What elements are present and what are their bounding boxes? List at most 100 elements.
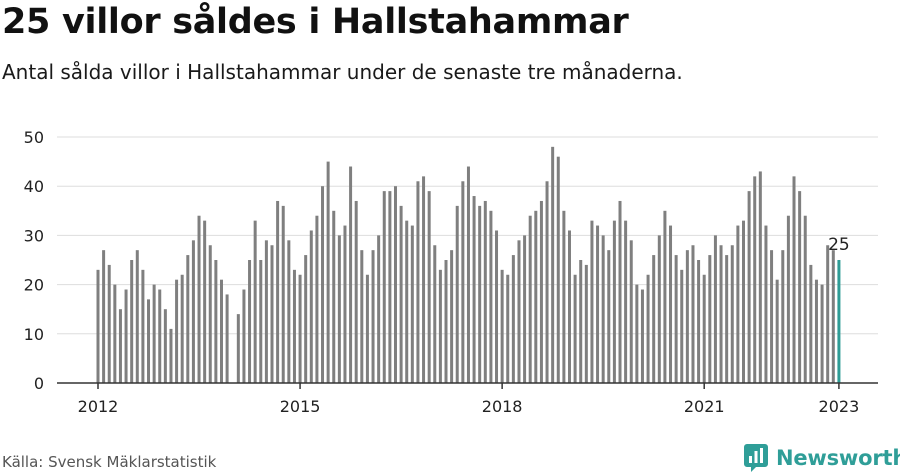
bar	[461, 181, 465, 383]
bar	[433, 245, 437, 383]
bar	[264, 240, 268, 383]
bar	[646, 274, 650, 383]
bar	[248, 260, 252, 383]
bar	[163, 309, 167, 383]
bar	[691, 245, 695, 383]
brand-name: Newsworthy	[776, 446, 900, 470]
bar	[725, 255, 729, 383]
bar	[478, 205, 482, 383]
bar	[674, 255, 678, 383]
bar	[798, 191, 802, 383]
y-tick-label: 50	[24, 128, 44, 147]
bar	[107, 264, 111, 383]
bar	[130, 260, 134, 383]
last-value-label: 25	[828, 235, 850, 255]
bar	[517, 240, 521, 383]
brand-logo[interactable]: Newsworthy	[744, 443, 900, 473]
bar	[669, 225, 673, 383]
bar	[607, 250, 611, 383]
bar	[472, 196, 476, 383]
bar	[579, 260, 583, 383]
bar	[556, 156, 560, 383]
bar	[612, 220, 616, 383]
bar	[382, 191, 386, 383]
bar	[197, 215, 201, 383]
y-tick-label: 10	[24, 325, 44, 344]
bar	[562, 210, 566, 383]
bar	[236, 314, 240, 383]
bar	[292, 269, 296, 383]
bar	[831, 250, 835, 383]
bar	[775, 279, 779, 383]
bar	[809, 264, 813, 383]
bar	[309, 230, 313, 383]
bar	[601, 235, 605, 383]
bar	[399, 205, 403, 383]
bar	[135, 250, 139, 383]
bar	[444, 260, 448, 383]
bar	[534, 210, 538, 383]
x-tick-label: 2012	[78, 397, 119, 416]
bar	[624, 220, 628, 383]
bar	[96, 269, 100, 383]
bar	[792, 176, 796, 383]
bar	[618, 200, 622, 383]
bar	[337, 235, 341, 383]
bar	[685, 250, 689, 383]
bar	[758, 171, 762, 383]
bar	[635, 284, 639, 383]
bar	[410, 225, 414, 383]
bar	[422, 176, 426, 383]
bar	[365, 274, 369, 383]
x-axis-ticks: 2012 2015 2018 2021 2023	[78, 383, 859, 416]
bar	[343, 225, 347, 383]
bars	[96, 146, 841, 383]
bar	[786, 215, 790, 383]
bar	[180, 274, 184, 383]
bar	[652, 255, 656, 383]
bar	[697, 260, 701, 383]
bar	[416, 181, 420, 383]
y-tick-label: 20	[24, 276, 44, 295]
bar	[393, 186, 397, 383]
y-tick-label: 0	[34, 374, 44, 393]
bar	[270, 245, 274, 383]
bar	[169, 328, 173, 383]
bar	[770, 250, 774, 383]
bar	[298, 274, 302, 383]
y-tick-label: 40	[24, 177, 44, 196]
bar	[455, 205, 459, 383]
bar	[657, 235, 661, 383]
bar	[702, 274, 706, 383]
bar	[191, 240, 195, 383]
bar	[158, 289, 162, 383]
bar	[152, 284, 156, 383]
bar	[349, 166, 353, 383]
bar	[225, 294, 229, 383]
bar	[113, 284, 117, 383]
bar	[820, 284, 824, 383]
bar	[438, 269, 442, 383]
bar	[388, 191, 392, 383]
bar	[377, 235, 381, 383]
bar	[242, 289, 246, 383]
bar	[214, 260, 218, 383]
bar	[680, 269, 684, 383]
bar	[551, 146, 555, 383]
bar	[781, 250, 785, 383]
bar	[736, 225, 740, 383]
bar	[506, 274, 510, 383]
bar	[742, 220, 745, 383]
bar	[371, 250, 375, 383]
bar	[489, 210, 493, 383]
bar	[584, 264, 588, 383]
bar	[147, 299, 151, 383]
bar	[466, 166, 470, 383]
bar	[483, 200, 487, 383]
bar	[730, 245, 734, 383]
bar	[753, 176, 757, 383]
bar	[495, 230, 499, 383]
bar	[708, 255, 712, 383]
source-note: Källa: Svensk Mäklarstatistik	[2, 453, 217, 471]
